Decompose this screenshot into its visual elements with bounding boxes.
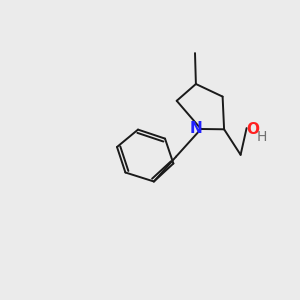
Text: N: N (190, 121, 202, 136)
Text: H: H (256, 130, 267, 143)
Text: O: O (247, 122, 260, 136)
